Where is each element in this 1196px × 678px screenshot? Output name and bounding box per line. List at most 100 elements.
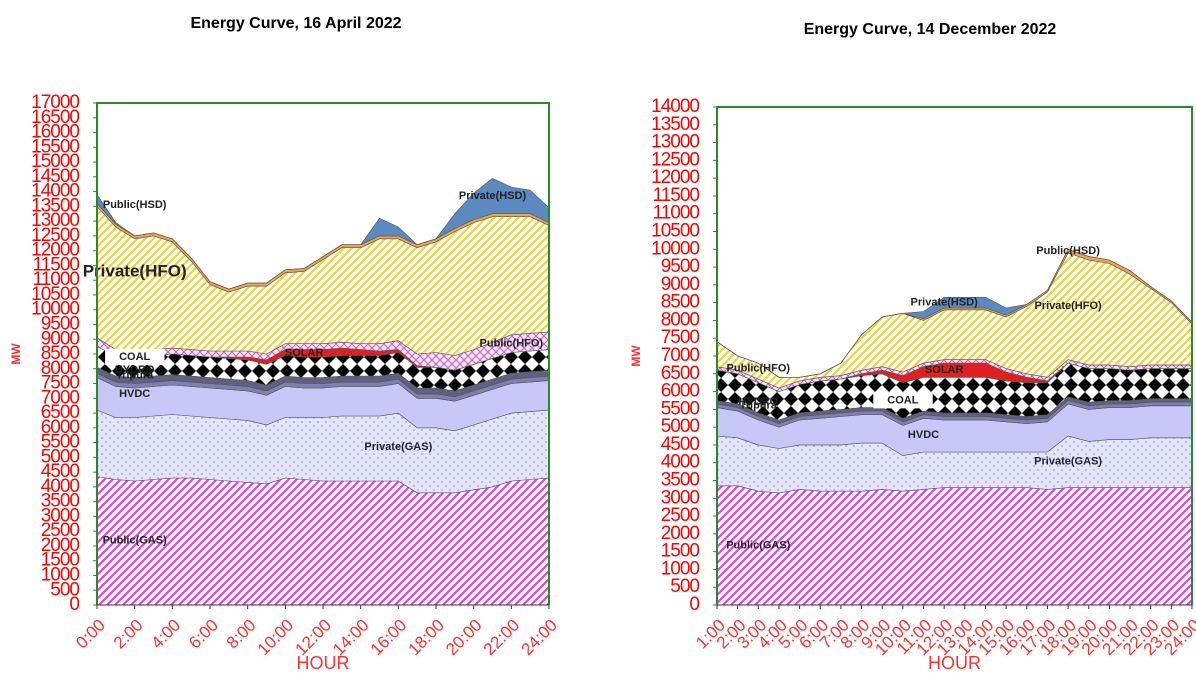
chart-title: Energy Curve, 14 December 2022 <box>804 21 1057 38</box>
y-tick-label: 8000 <box>661 309 700 330</box>
y-tick-label: 13500 <box>651 114 699 135</box>
y-tick-label: 6500 <box>661 363 700 384</box>
y-tick-label: 3000 <box>661 487 700 508</box>
y-tick-label: 4000 <box>41 476 80 497</box>
y-tick-label: 9500 <box>41 313 80 334</box>
y-tick-label: 1000 <box>41 564 80 585</box>
y-tick-label: 13500 <box>31 195 79 216</box>
x-axis-label: HOUR <box>297 653 350 673</box>
series-label: Public(HFO) <box>727 362 791 374</box>
y-tick-label: 12500 <box>31 225 79 246</box>
y-tick-label: 6500 <box>41 402 80 423</box>
y-tick-label: 15500 <box>31 136 79 157</box>
y-tick-label: 7500 <box>661 327 700 348</box>
y-tick-label: 3500 <box>661 470 700 491</box>
y-tick-label: 12000 <box>651 167 699 188</box>
series-label: Private(GAS) <box>1034 456 1102 468</box>
series-label: Public(HFO) <box>480 338 544 350</box>
series-label: Private(HSD) <box>911 297 979 309</box>
x-tick-label: 20:00 <box>442 616 486 660</box>
y-tick-label: 4500 <box>661 434 700 455</box>
y-tick-label: 500 <box>670 576 699 597</box>
x-tick-label: 0:00 <box>72 616 109 653</box>
y-tick-label: 11000 <box>33 269 80 290</box>
series-label: HYDRO <box>115 364 155 376</box>
y-tick-label: 5000 <box>41 446 80 467</box>
series-label: COAL <box>887 394 918 406</box>
series-label: Tripura <box>116 369 154 381</box>
y-tick-label: 8500 <box>41 343 80 364</box>
y-tick-label: 8000 <box>41 358 80 379</box>
y-tick-label: 7500 <box>41 373 80 394</box>
y-tick-label: 11500 <box>33 254 80 275</box>
y-tick-label: 4000 <box>661 452 700 473</box>
y-tick-label: 9500 <box>661 256 700 277</box>
area-series <box>96 205 550 356</box>
y-tick-label: 13000 <box>31 210 79 231</box>
series-label: Public(GAS) <box>726 539 791 551</box>
y-tick-label: 16500 <box>31 107 79 128</box>
y-tick-label: 2500 <box>41 520 80 541</box>
y-tick-label: 7000 <box>41 387 80 408</box>
y-tick-label: 15000 <box>31 151 79 172</box>
y-tick-label: 2000 <box>41 535 80 556</box>
series-label: HVDC <box>908 429 939 441</box>
y-tick-label: 10000 <box>651 238 699 259</box>
y-axis-label: MW <box>629 345 643 367</box>
x-tick-label: 24:00 <box>517 616 561 660</box>
y-tick-label: 2000 <box>661 523 700 544</box>
y-tick-label: 12000 <box>31 240 79 261</box>
y-tick-label: 3500 <box>41 491 80 512</box>
y-tick-label: 1500 <box>661 541 700 562</box>
y-tick-label: 5500 <box>41 432 80 453</box>
y-tick-label: 8500 <box>661 292 700 313</box>
series-label: SOLAR <box>925 364 964 376</box>
y-tick-label: 5500 <box>661 398 700 419</box>
y-tick-label: 14000 <box>651 96 699 117</box>
y-tick-label: 9000 <box>661 274 700 295</box>
y-tick-label: 6000 <box>41 417 80 438</box>
y-tick-label: 4500 <box>41 461 80 482</box>
y-tick-label: 3000 <box>41 505 80 526</box>
x-tick-label: 10:00 <box>254 616 298 660</box>
series-label: Public(HSD) <box>103 199 167 211</box>
y-tick-label: 1000 <box>661 558 700 579</box>
y-tick-label: 13000 <box>651 132 699 153</box>
y-tick-label: 12500 <box>651 149 699 170</box>
y-tick-label: 7000 <box>661 345 700 366</box>
series-label: Private(HSD) <box>459 190 527 202</box>
y-tick-label: 10500 <box>651 221 699 242</box>
label-background <box>873 392 933 409</box>
x-tick-label: 16:00 <box>367 616 411 660</box>
y-tick-label: 0 <box>69 594 79 615</box>
series-label: HVDC <box>119 388 150 400</box>
series-label: Public(GAS) <box>103 535 168 547</box>
x-tick-label: 6:00 <box>185 616 222 653</box>
x-tick-label: 4:00 <box>147 616 184 653</box>
y-tick-label: 11500 <box>653 185 700 206</box>
x-tick-label: 18:00 <box>404 616 448 660</box>
series-label: HYDRO <box>738 396 778 408</box>
y-tick-label: 10500 <box>31 284 79 305</box>
y-tick-label: 1500 <box>41 550 80 571</box>
chart-title: Energy Curve, 16 April 2022 <box>190 15 401 32</box>
y-tick-label: 17000 <box>31 92 79 113</box>
series-label: Private(HFO) <box>1034 300 1102 312</box>
y-tick-label: 500 <box>50 579 79 600</box>
series-label: Private(HFO) <box>83 262 187 281</box>
label-background <box>105 348 165 365</box>
y-tick-label: 10000 <box>31 299 79 320</box>
y-tick-label: 9000 <box>41 328 80 349</box>
y-tick-label: 11000 <box>653 203 700 224</box>
series-label: Tripura <box>740 400 778 412</box>
y-tick-label: 0 <box>689 594 699 615</box>
x-axis-label: HOUR <box>928 653 981 673</box>
series-label: SOLAR <box>285 347 324 359</box>
y-tick-label: 6000 <box>661 381 700 402</box>
x-tick-label: 2:00 <box>110 616 147 653</box>
y-tick-label: 5000 <box>661 416 700 437</box>
y-tick-label: 14000 <box>31 181 79 202</box>
x-tick-label: 22:00 <box>480 616 524 660</box>
series-label: Public(HSD) <box>1036 245 1100 257</box>
